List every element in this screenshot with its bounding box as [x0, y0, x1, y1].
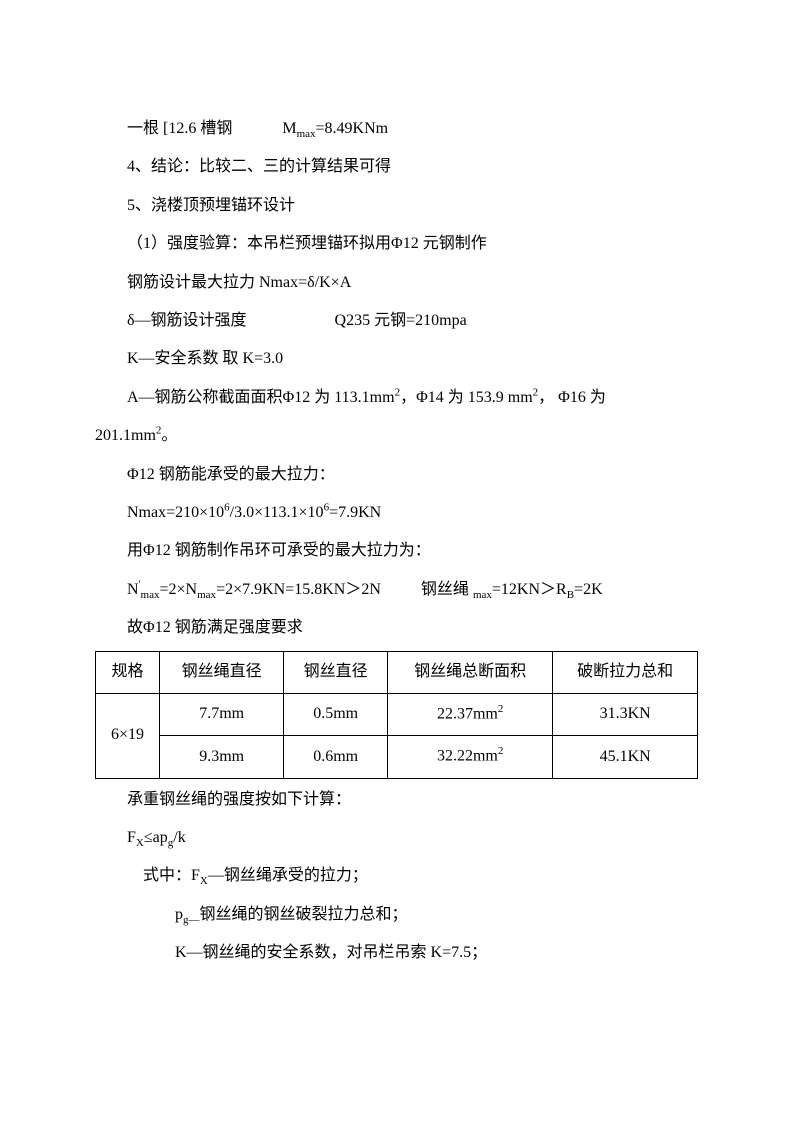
- subscript: X: [136, 837, 144, 849]
- paragraph-4: （1）强度验算：本吊栏预埋锚环拟用Φ12 元钢制作: [95, 225, 698, 263]
- text: Q235 元钢=210mpa: [335, 312, 467, 329]
- paragraph-15: FX≤apg/k: [95, 819, 698, 857]
- text: =2×N: [160, 581, 198, 598]
- subscript: B: [567, 589, 574, 601]
- text: δ—钢筋设计强度: [127, 312, 247, 329]
- paragraph-16: 式中：FX—钢丝绳承受的拉力；: [95, 857, 698, 895]
- text: M: [282, 120, 296, 137]
- subscript: max: [197, 589, 216, 601]
- paragraph-18: K—钢丝绳的安全系数，对吊栏吊索 K=7.5；: [95, 934, 698, 972]
- paragraph-12: N'max=2×Nmax=2×7.9KN=15.8KN＞2N钢丝绳 max=12…: [95, 571, 698, 609]
- text: N: [127, 581, 139, 598]
- text: 式中：F: [143, 867, 200, 884]
- text: =8.49KNm: [316, 120, 389, 137]
- text: 4、结论：比较二、三的计算结果可得: [127, 158, 391, 175]
- paragraph-5: 钢筋设计最大拉力 Nmax=δ/K×A: [95, 264, 698, 302]
- table-header: 钢丝绳直径: [160, 652, 284, 694]
- table-cell: 45.1KN: [553, 736, 698, 778]
- text: /k: [173, 829, 185, 846]
- text: 22.37mm: [437, 706, 498, 723]
- text: —钢丝绳承受的拉力；: [208, 867, 368, 884]
- text: 故Φ12 钢筋满足强度要求: [127, 619, 303, 636]
- paragraph-10: Nmax=210×106/3.0×113.1×106=7.9KN: [95, 494, 698, 532]
- spec-table: 规格 钢丝绳直径 钢丝直径 钢丝绳总断面积 破断拉力总和 6×19 7.7mm …: [95, 651, 698, 778]
- subscript: max: [297, 128, 316, 140]
- table-row: 6×19 7.7mm 0.5mm 22.37mm2 31.3KN: [96, 694, 698, 736]
- paragraph-8b: 201.1mm2。: [95, 417, 698, 455]
- paragraph-6: δ—钢筋设计强度 Q235 元钢=210mpa: [95, 302, 698, 340]
- paragraph-1: 一根 [12.6 槽钢 Mmax=8.49KNm: [95, 110, 698, 148]
- text: K—安全系数 取 K=3.0: [127, 350, 283, 367]
- subscript: max: [141, 589, 160, 601]
- paragraph-11: 用Φ12 钢筋制作吊环可承受的最大拉力为：: [95, 532, 698, 570]
- paragraph-13: 故Φ12 钢筋满足强度要求: [95, 609, 698, 647]
- table-header: 钢丝直径: [284, 652, 388, 694]
- text: 承重钢丝绳的强度按如下计算：: [127, 791, 351, 808]
- text: 32.22mm: [437, 748, 498, 765]
- text: /3.0×113.1×10: [230, 504, 324, 521]
- paragraph-7: K—安全系数 取 K=3.0: [95, 340, 698, 378]
- table-row: 9.3mm 0.6mm 32.22mm2 45.1KN: [96, 736, 698, 778]
- paragraph-17: pg—钢丝绳的钢丝破裂拉力总和；: [95, 896, 698, 934]
- text: ≤ap: [144, 829, 168, 846]
- text: ， Φ16 为: [538, 389, 606, 406]
- text: =2K: [574, 581, 603, 598]
- text: （1）强度验算：本吊栏预埋锚环拟用Φ12 元钢制作: [127, 235, 487, 252]
- text: 一根 [12.6 槽钢: [127, 120, 232, 137]
- paragraph-3: 5、浇楼顶预埋锚环设计: [95, 187, 698, 225]
- table-header-row: 规格 钢丝绳直径 钢丝直径 钢丝绳总断面积 破断拉力总和: [96, 652, 698, 694]
- text: 用Φ12 钢筋制作吊环可承受的最大拉力为：: [127, 542, 431, 559]
- table-cell: 6×19: [96, 694, 160, 778]
- subscript: X: [200, 875, 208, 887]
- text: =2×7.9KN=15.8KN＞2N: [216, 581, 381, 598]
- text: =7.9KN: [329, 504, 381, 521]
- text: A—钢筋公称截面面积Φ12 为 113.1mm: [127, 389, 395, 406]
- text: 201.1mm: [95, 427, 156, 444]
- text: 钢筋设计最大拉力 Nmax=δ/K×A: [127, 274, 351, 291]
- superscript: 2: [498, 703, 504, 715]
- table-header: 钢丝绳总断面积: [388, 652, 553, 694]
- paragraph-14: 承重钢丝绳的强度按如下计算：: [95, 781, 698, 819]
- text: ，Φ14 为 153.9 mm: [400, 389, 533, 406]
- text: 。: [161, 427, 177, 444]
- text: Nmax=210×10: [127, 504, 224, 521]
- table-cell: 31.3KN: [553, 694, 698, 736]
- superscript: 2: [498, 745, 504, 757]
- table-cell: 0.6mm: [284, 736, 388, 778]
- subscript: g—: [183, 914, 200, 926]
- table-cell: 9.3mm: [160, 736, 284, 778]
- text: 钢丝绳的钢丝破裂拉力总和；: [200, 906, 408, 923]
- table-header: 规格: [96, 652, 160, 694]
- table-cell: 0.5mm: [284, 694, 388, 736]
- text: 5、浇楼顶预埋锚环设计: [127, 197, 295, 214]
- text: K—钢丝绳的安全系数，对吊栏吊索 K=7.5；: [175, 944, 487, 961]
- text: F: [127, 829, 136, 846]
- text: Φ12 钢筋能承受的最大拉力：: [127, 466, 335, 483]
- table-header: 破断拉力总和: [553, 652, 698, 694]
- text: =12KN＞R: [492, 581, 567, 598]
- paragraph-8a: A—钢筋公称截面面积Φ12 为 113.1mm2，Φ14 为 153.9 mm2…: [95, 379, 698, 417]
- text: p: [175, 906, 183, 923]
- table-cell: 7.7mm: [160, 694, 284, 736]
- table-cell: 22.37mm2: [388, 694, 553, 736]
- table-cell: 32.22mm2: [388, 736, 553, 778]
- subscript: max: [473, 589, 492, 601]
- paragraph-9: Φ12 钢筋能承受的最大拉力：: [95, 456, 698, 494]
- paragraph-2: 4、结论：比较二、三的计算结果可得: [95, 148, 698, 186]
- text: 钢丝绳: [421, 581, 473, 598]
